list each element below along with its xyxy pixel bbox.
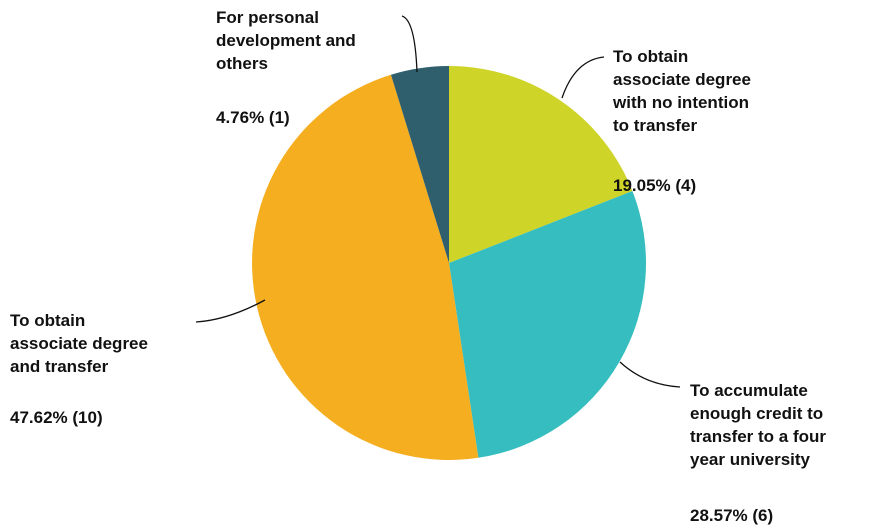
- slice-label-personal: For personal development and others: [216, 8, 356, 73]
- slice-personal: [390, 66, 449, 263]
- slice-accumulate: [449, 191, 646, 458]
- slice-label-no-transfer: To obtain associate degree with no inten…: [613, 47, 751, 135]
- slice-value-degree-transfer: 47.62% (10): [10, 408, 103, 427]
- leader-line-accumulate: [619, 361, 681, 388]
- leader-line-personal: [401, 15, 418, 73]
- leader-line-degree-transfer: [195, 299, 266, 323]
- leader-line-no-transfer: [561, 56, 605, 99]
- slice-value-personal: 4.76% (1): [216, 108, 290, 127]
- slice-degree-transfer: [252, 74, 479, 460]
- slice-value-no-transfer: 19.05% (4): [613, 176, 697, 195]
- slice-value-accumulate: 28.57% (6): [690, 506, 774, 525]
- slice-label-degree-transfer: To obtain associate degree and transfer: [10, 311, 148, 376]
- leader-lines: [195, 15, 681, 388]
- slice-no-transfer: [449, 66, 633, 263]
- slice-label-accumulate: To accumulate enough credit to transfer …: [690, 381, 827, 469]
- pie-slices: [252, 66, 646, 460]
